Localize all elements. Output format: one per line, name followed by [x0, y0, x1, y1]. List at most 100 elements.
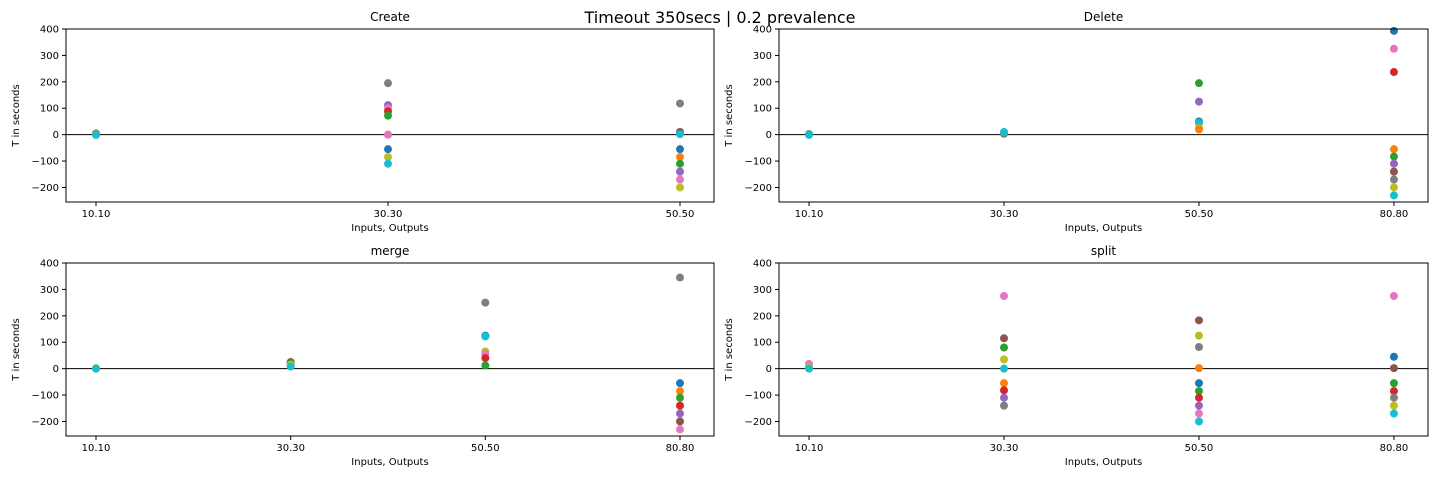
y-axis-label: T in seconds: [11, 84, 22, 147]
data-point: [1389, 152, 1398, 161]
x-tick-label: 50.50: [1185, 443, 1214, 454]
subplot-grid: −200 −100 0 100 200 300 400 10.10 30.30 50.50 Crea…: [11, 10, 1429, 468]
data-point: [1389, 175, 1398, 184]
data-point: [676, 183, 684, 192]
data-point: [676, 175, 684, 184]
x-tick-label: 30.30: [990, 443, 1019, 454]
data-point: [676, 417, 684, 426]
y-axis-label: T in seconds: [11, 318, 22, 381]
x-tick-label: 10.10: [795, 209, 824, 220]
data-point: [92, 130, 100, 139]
data-point: [1389, 364, 1398, 373]
y-tick-label: −200: [745, 417, 772, 428]
data-point: [1389, 401, 1398, 410]
data-point: [676, 401, 684, 410]
data-point: [1389, 191, 1398, 200]
data-point: [286, 362, 295, 371]
subplot-delete: −200 −100 0 100 200 300 400 10.10 30.30 50.50 80.8…: [724, 10, 1429, 234]
subplot-title: split: [1091, 244, 1117, 258]
data-point: [1000, 292, 1009, 301]
data-point: [676, 145, 684, 154]
data-point: [1194, 342, 1203, 351]
data-point: [1000, 401, 1009, 410]
data-point: [1000, 386, 1009, 395]
data-point: [481, 361, 490, 370]
data-point: [676, 159, 684, 168]
data-point: [384, 111, 392, 120]
x-tick-label: 30.30: [374, 209, 403, 220]
x-tick-label: 30.30: [990, 209, 1019, 220]
data-point: [1000, 379, 1009, 388]
data-point: [1194, 316, 1203, 325]
y-tick-label: −100: [745, 157, 772, 168]
y-axis-label: T in seconds: [724, 318, 735, 381]
y-tick-label: 300: [40, 51, 59, 62]
x-tick-label: 30.30: [276, 443, 305, 454]
data-point: [676, 379, 684, 388]
data-point: [1000, 364, 1009, 373]
y-tick-label: 200: [40, 77, 59, 88]
data-point: [805, 364, 814, 373]
data-point: [1389, 183, 1398, 192]
data-point: [1194, 97, 1203, 106]
x-tick-label: 80.80: [666, 443, 695, 454]
data-point: [481, 298, 490, 307]
data-point: [1194, 364, 1203, 373]
data-point: [676, 393, 684, 402]
data-point: [1194, 331, 1203, 340]
data-point: [1194, 401, 1203, 410]
x-tick-label: 50.50: [666, 209, 695, 220]
data-point: [676, 130, 684, 139]
data-point: [1000, 355, 1009, 364]
data-point: [676, 425, 684, 434]
y-tick-label: 200: [40, 311, 59, 322]
data-point: [384, 130, 392, 139]
y-tick-label: 100: [40, 338, 59, 349]
y-tick-label: 100: [40, 104, 59, 115]
data-point: [384, 79, 392, 88]
y-tick-label: −200: [32, 417, 59, 428]
data-point: [1194, 125, 1203, 134]
y-tick-label: 0: [766, 364, 772, 375]
y-tick-label: 400: [753, 259, 772, 270]
data-point: [1389, 409, 1398, 418]
x-axis-label: Inputs, Outputs: [1065, 223, 1142, 234]
data-point: [1389, 44, 1398, 53]
axes-frame: [65, 28, 715, 203]
data-point: [676, 409, 684, 418]
data-point: [805, 130, 814, 139]
y-tick-label: −200: [745, 183, 772, 194]
data-point: [1389, 145, 1398, 154]
data-point: [1389, 68, 1398, 77]
y-tick-label: −100: [32, 391, 59, 402]
y-tick-label: 100: [753, 104, 772, 115]
data-point: [1194, 387, 1203, 396]
x-tick-label: 50.50: [1185, 209, 1214, 220]
data-point: [1389, 379, 1398, 388]
y-tick-label: 100: [753, 338, 772, 349]
y-tick-label: −100: [32, 157, 59, 168]
y-tick-label: −100: [745, 391, 772, 402]
x-axis-label: Inputs, Outputs: [351, 223, 428, 234]
x-axis-label: Inputs, Outputs: [1065, 457, 1142, 468]
data-point: [1389, 159, 1398, 168]
data-point: [1194, 379, 1203, 388]
y-tick-label: 200: [753, 77, 772, 88]
x-tick-label: 10.10: [82, 209, 111, 220]
data-point: [1194, 393, 1203, 402]
axes-frame: [778, 262, 1429, 437]
y-tick-label: 200: [753, 311, 772, 322]
data-point: [1389, 292, 1398, 301]
y-tick-label: 0: [766, 130, 772, 141]
x-tick-label: 10.10: [82, 443, 111, 454]
subplot-create: −200 −100 0 100 200 300 400 10.10 30.30 50.50 Crea…: [11, 10, 715, 234]
data-point: [1389, 352, 1398, 361]
data-point: [481, 354, 490, 363]
data-point: [1000, 393, 1009, 402]
y-axis-label: T in seconds: [724, 84, 735, 147]
y-tick-label: 400: [40, 25, 59, 36]
subplot-title: Delete: [1084, 10, 1123, 24]
data-point: [481, 332, 490, 341]
subplot-merge: −200 −100 0 100 200 300 400 10.10 30.30 50.50 80.8…: [11, 244, 715, 468]
data-point: [1389, 387, 1398, 396]
